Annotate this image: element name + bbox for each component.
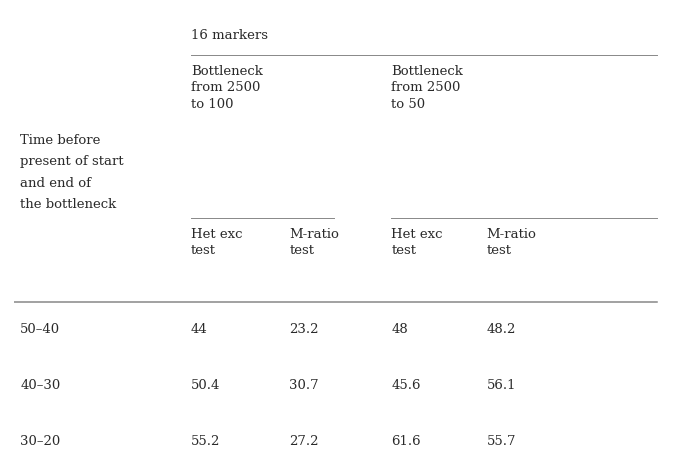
Text: the bottleneck: the bottleneck	[21, 198, 116, 211]
Text: 30–20: 30–20	[21, 434, 60, 447]
Text: 23.2: 23.2	[289, 323, 319, 336]
Text: Time before: Time before	[21, 134, 101, 147]
Text: 61.6: 61.6	[391, 434, 421, 447]
Text: 40–30: 40–30	[21, 378, 60, 391]
Text: 48.2: 48.2	[486, 323, 516, 336]
Text: and end of: and end of	[21, 176, 91, 189]
Text: 55.2: 55.2	[191, 434, 220, 447]
Text: Bottleneck
from 2500
to 100: Bottleneck from 2500 to 100	[191, 65, 263, 111]
Text: Het exc
test: Het exc test	[391, 227, 443, 257]
Text: 44: 44	[191, 323, 208, 336]
Text: 27.2: 27.2	[289, 434, 319, 447]
Text: present of start: present of start	[21, 155, 124, 168]
Text: 55.7: 55.7	[486, 434, 516, 447]
Text: 16 markers: 16 markers	[191, 29, 268, 42]
Text: M-ratio
test: M-ratio test	[289, 227, 339, 257]
Text: Bottleneck
from 2500
to 50: Bottleneck from 2500 to 50	[391, 65, 463, 111]
Text: Het exc
test: Het exc test	[191, 227, 242, 257]
Text: 50–40: 50–40	[21, 323, 60, 336]
Text: 50.4: 50.4	[191, 378, 220, 391]
Text: 56.1: 56.1	[486, 378, 516, 391]
Text: 48: 48	[391, 323, 408, 336]
Text: 30.7: 30.7	[289, 378, 319, 391]
Text: M-ratio
test: M-ratio test	[486, 227, 536, 257]
Text: 45.6: 45.6	[391, 378, 421, 391]
